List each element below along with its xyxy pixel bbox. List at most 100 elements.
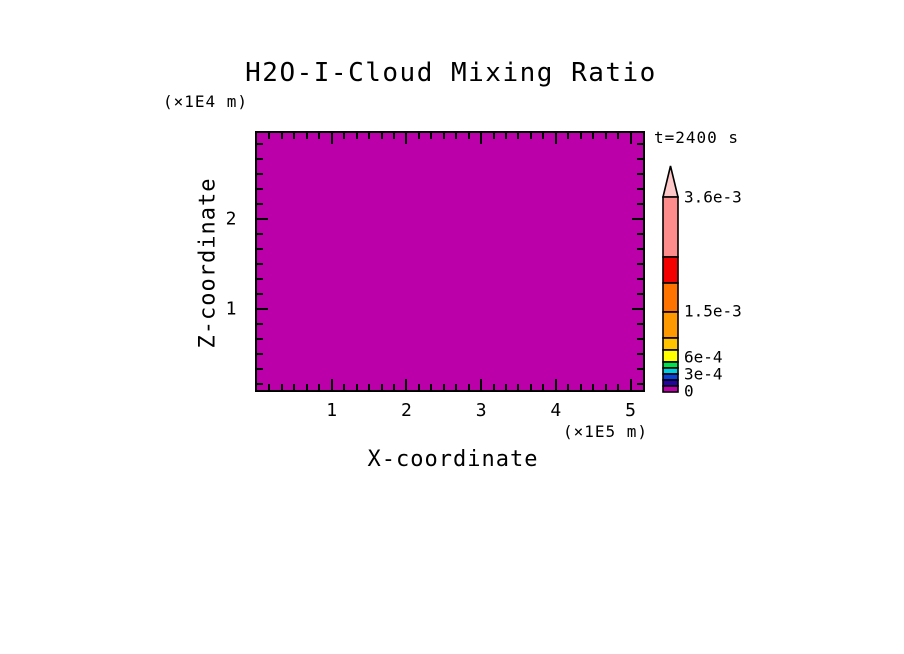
tick-mark — [368, 384, 371, 390]
tick-mark — [257, 218, 268, 220]
tick-mark — [257, 308, 268, 310]
tick-mark — [637, 338, 643, 340]
tick-mark — [637, 158, 643, 160]
tick-mark — [318, 133, 321, 139]
tick-mark — [305, 133, 308, 139]
tick-mark — [343, 384, 346, 390]
tick-mark — [257, 188, 263, 190]
tick-mark — [637, 293, 643, 295]
tick-mark — [355, 133, 358, 139]
tick-mark — [632, 308, 643, 310]
plot-area — [255, 131, 645, 392]
colorbar-level-label: 6e-4 — [684, 347, 723, 367]
tick-mark — [268, 384, 271, 390]
colorbar-segment — [662, 196, 679, 258]
x-axis-unit-label: (×1E5 m) — [563, 422, 649, 441]
tick-mark — [567, 384, 570, 390]
tick-mark — [632, 218, 643, 220]
tick-mark — [430, 133, 433, 139]
tick-mark — [257, 353, 263, 355]
tick-mark — [257, 323, 263, 325]
colorbar-segment — [662, 337, 679, 351]
colorbar-level-label: 1.5e-3 — [684, 301, 742, 321]
tick-mark — [257, 263, 263, 265]
tick-mark — [542, 133, 545, 139]
tick-mark — [637, 143, 643, 145]
tick-mark — [629, 379, 632, 390]
tick-mark — [637, 323, 643, 325]
tick-mark — [480, 379, 483, 390]
tick-mark — [405, 133, 408, 144]
tick-mark — [505, 384, 508, 390]
tick-mark — [380, 133, 383, 139]
colorbar — [661, 165, 680, 393]
tick-mark — [368, 133, 371, 139]
tick-mark — [554, 379, 557, 390]
tick-mark — [405, 379, 408, 390]
tick-mark — [442, 133, 445, 139]
colorbar-segment — [662, 361, 679, 369]
tick-mark — [305, 384, 308, 390]
chart-title: H2O-I-Cloud Mixing Ratio — [245, 58, 657, 88]
tick-mark — [529, 384, 532, 390]
tick-mark — [293, 133, 296, 139]
colorbar-segment — [662, 311, 679, 339]
tick-mark — [637, 173, 643, 175]
tick-mark — [257, 233, 263, 235]
tick-mark — [637, 368, 643, 370]
tick-mark — [257, 203, 263, 205]
y-tick-label: 2 — [225, 208, 237, 230]
tick-mark — [257, 368, 263, 370]
tick-mark — [617, 133, 620, 139]
tick-mark — [637, 248, 643, 250]
x-axis-label: X-coordinate — [367, 447, 539, 472]
tick-mark — [257, 143, 263, 145]
tick-mark — [629, 133, 632, 144]
tick-mark — [330, 379, 333, 390]
colorbar-segment — [662, 282, 679, 313]
tick-mark — [417, 133, 420, 139]
colorbar-segment — [662, 373, 679, 381]
tick-mark — [455, 384, 458, 390]
tick-mark — [579, 133, 582, 139]
colorbar-segment — [662, 349, 679, 363]
tick-mark — [637, 233, 643, 235]
tick-mark — [442, 384, 445, 390]
tick-mark — [579, 384, 582, 390]
tick-mark — [592, 384, 595, 390]
tick-mark — [268, 133, 271, 139]
tick-mark — [517, 384, 520, 390]
tick-mark — [467, 384, 470, 390]
tick-mark — [637, 278, 643, 280]
tick-mark — [505, 133, 508, 139]
colorbar-segment — [662, 367, 679, 375]
tick-mark — [492, 384, 495, 390]
x-tick-label: 4 — [550, 400, 562, 421]
tick-mark — [318, 384, 321, 390]
tick-mark — [554, 133, 557, 144]
tick-mark — [280, 133, 283, 139]
tick-mark — [529, 133, 532, 139]
tick-mark — [467, 133, 470, 139]
tick-mark — [257, 338, 263, 340]
tick-mark — [492, 133, 495, 139]
colorbar-segment — [662, 256, 679, 284]
tick-mark — [592, 133, 595, 139]
tick-mark — [392, 384, 395, 390]
tick-mark — [417, 384, 420, 390]
colorbar-level-label: 3e-4 — [684, 364, 723, 384]
tick-mark — [380, 384, 383, 390]
colorbar-segment — [662, 379, 679, 387]
tick-mark — [604, 384, 607, 390]
time-annotation: t=2400 s — [654, 128, 740, 147]
tick-mark — [293, 384, 296, 390]
tick-mark — [637, 203, 643, 205]
tick-mark — [637, 353, 643, 355]
tick-mark — [617, 384, 620, 390]
y-tick-label: 1 — [225, 298, 237, 320]
tick-mark — [257, 278, 263, 280]
tick-mark — [637, 188, 643, 190]
tick-mark — [455, 133, 458, 139]
tick-mark — [257, 293, 263, 295]
